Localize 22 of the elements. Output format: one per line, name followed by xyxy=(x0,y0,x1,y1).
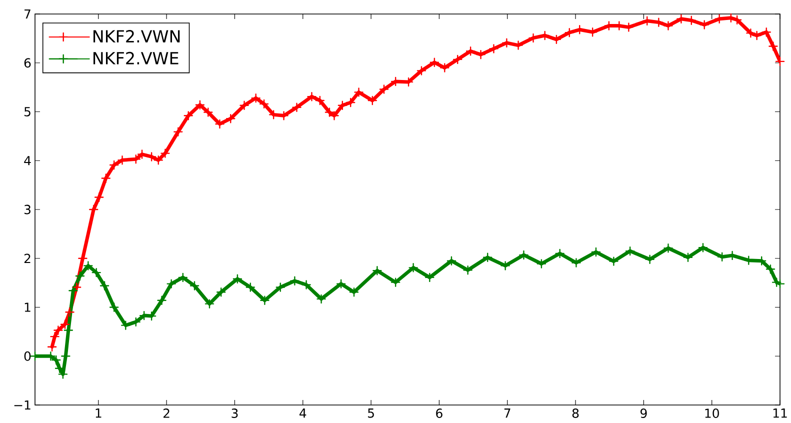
y-tick-label: −1 xyxy=(14,400,30,410)
x-tick-label: 11 xyxy=(773,408,787,418)
x-tick-label: 3 xyxy=(232,408,238,418)
legend-label: NKF2.VWE xyxy=(93,52,178,64)
y-tick-label: 7 xyxy=(24,9,30,19)
x-tick-label: 5 xyxy=(368,408,374,418)
y-tick-label: 2 xyxy=(24,254,30,264)
legend-label: NKF2.VWN xyxy=(93,30,180,42)
x-tick-label: 8 xyxy=(572,408,579,418)
y-tick-label: 1 xyxy=(24,302,30,312)
y-tick-label: 4 xyxy=(24,156,31,166)
x-tick-label: 7 xyxy=(504,408,510,418)
y-tick-label: 6 xyxy=(24,58,31,68)
y-tick-label: 5 xyxy=(24,107,30,116)
x-tick-label: 2 xyxy=(163,408,170,418)
x-tick-label: 4 xyxy=(300,408,306,418)
x-tick-label: 9 xyxy=(640,408,647,418)
x-tick-label: 6 xyxy=(436,408,442,418)
x-tick-label: 10 xyxy=(705,408,719,418)
y-tick-label: 3 xyxy=(24,204,30,214)
x-tick-label: 1 xyxy=(96,408,102,418)
y-tick-label: 0 xyxy=(24,351,31,361)
